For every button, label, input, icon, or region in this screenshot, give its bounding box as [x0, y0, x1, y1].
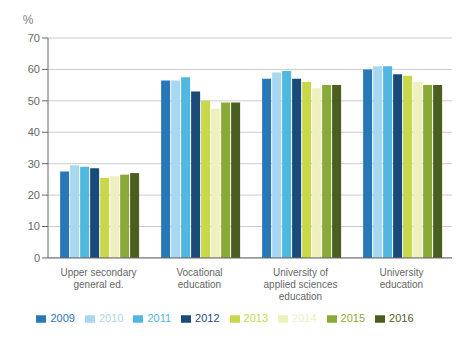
html-text:2011: 2011 — [147, 311, 172, 324]
svg-text:50: 50 — [28, 95, 40, 107]
svg-text:%: % — [23, 13, 34, 27]
html-text:2009: 2009 — [50, 311, 75, 324]
svg-text:10: 10 — [28, 220, 40, 232]
html-text:2010: 2010 — [99, 311, 124, 324]
svg-text:20: 20 — [28, 189, 40, 201]
html-text:2012: 2012 — [195, 311, 220, 324]
html-text:2015: 2015 — [340, 311, 365, 324]
svg-text:30: 30 — [28, 158, 40, 170]
svg-text:70: 70 — [28, 32, 40, 44]
svg-text:Vocationaleducation: Vocationaleducation — [176, 267, 222, 290]
html-text:2014: 2014 — [292, 311, 317, 324]
svg-text:60: 60 — [28, 63, 40, 75]
svg-text:40: 40 — [28, 126, 40, 138]
svg-text:University ofapplied sciencese: University ofapplied scienceseducation — [264, 267, 338, 302]
svg-text:Upper secondarygeneral ed.: Upper secondarygeneral ed. — [60, 267, 136, 290]
svg-text:0: 0 — [34, 252, 40, 264]
html-text:2016: 2016 — [389, 311, 414, 324]
html-text:2013: 2013 — [243, 311, 269, 324]
svg-text:Universityeducation: Universityeducation — [380, 267, 424, 290]
